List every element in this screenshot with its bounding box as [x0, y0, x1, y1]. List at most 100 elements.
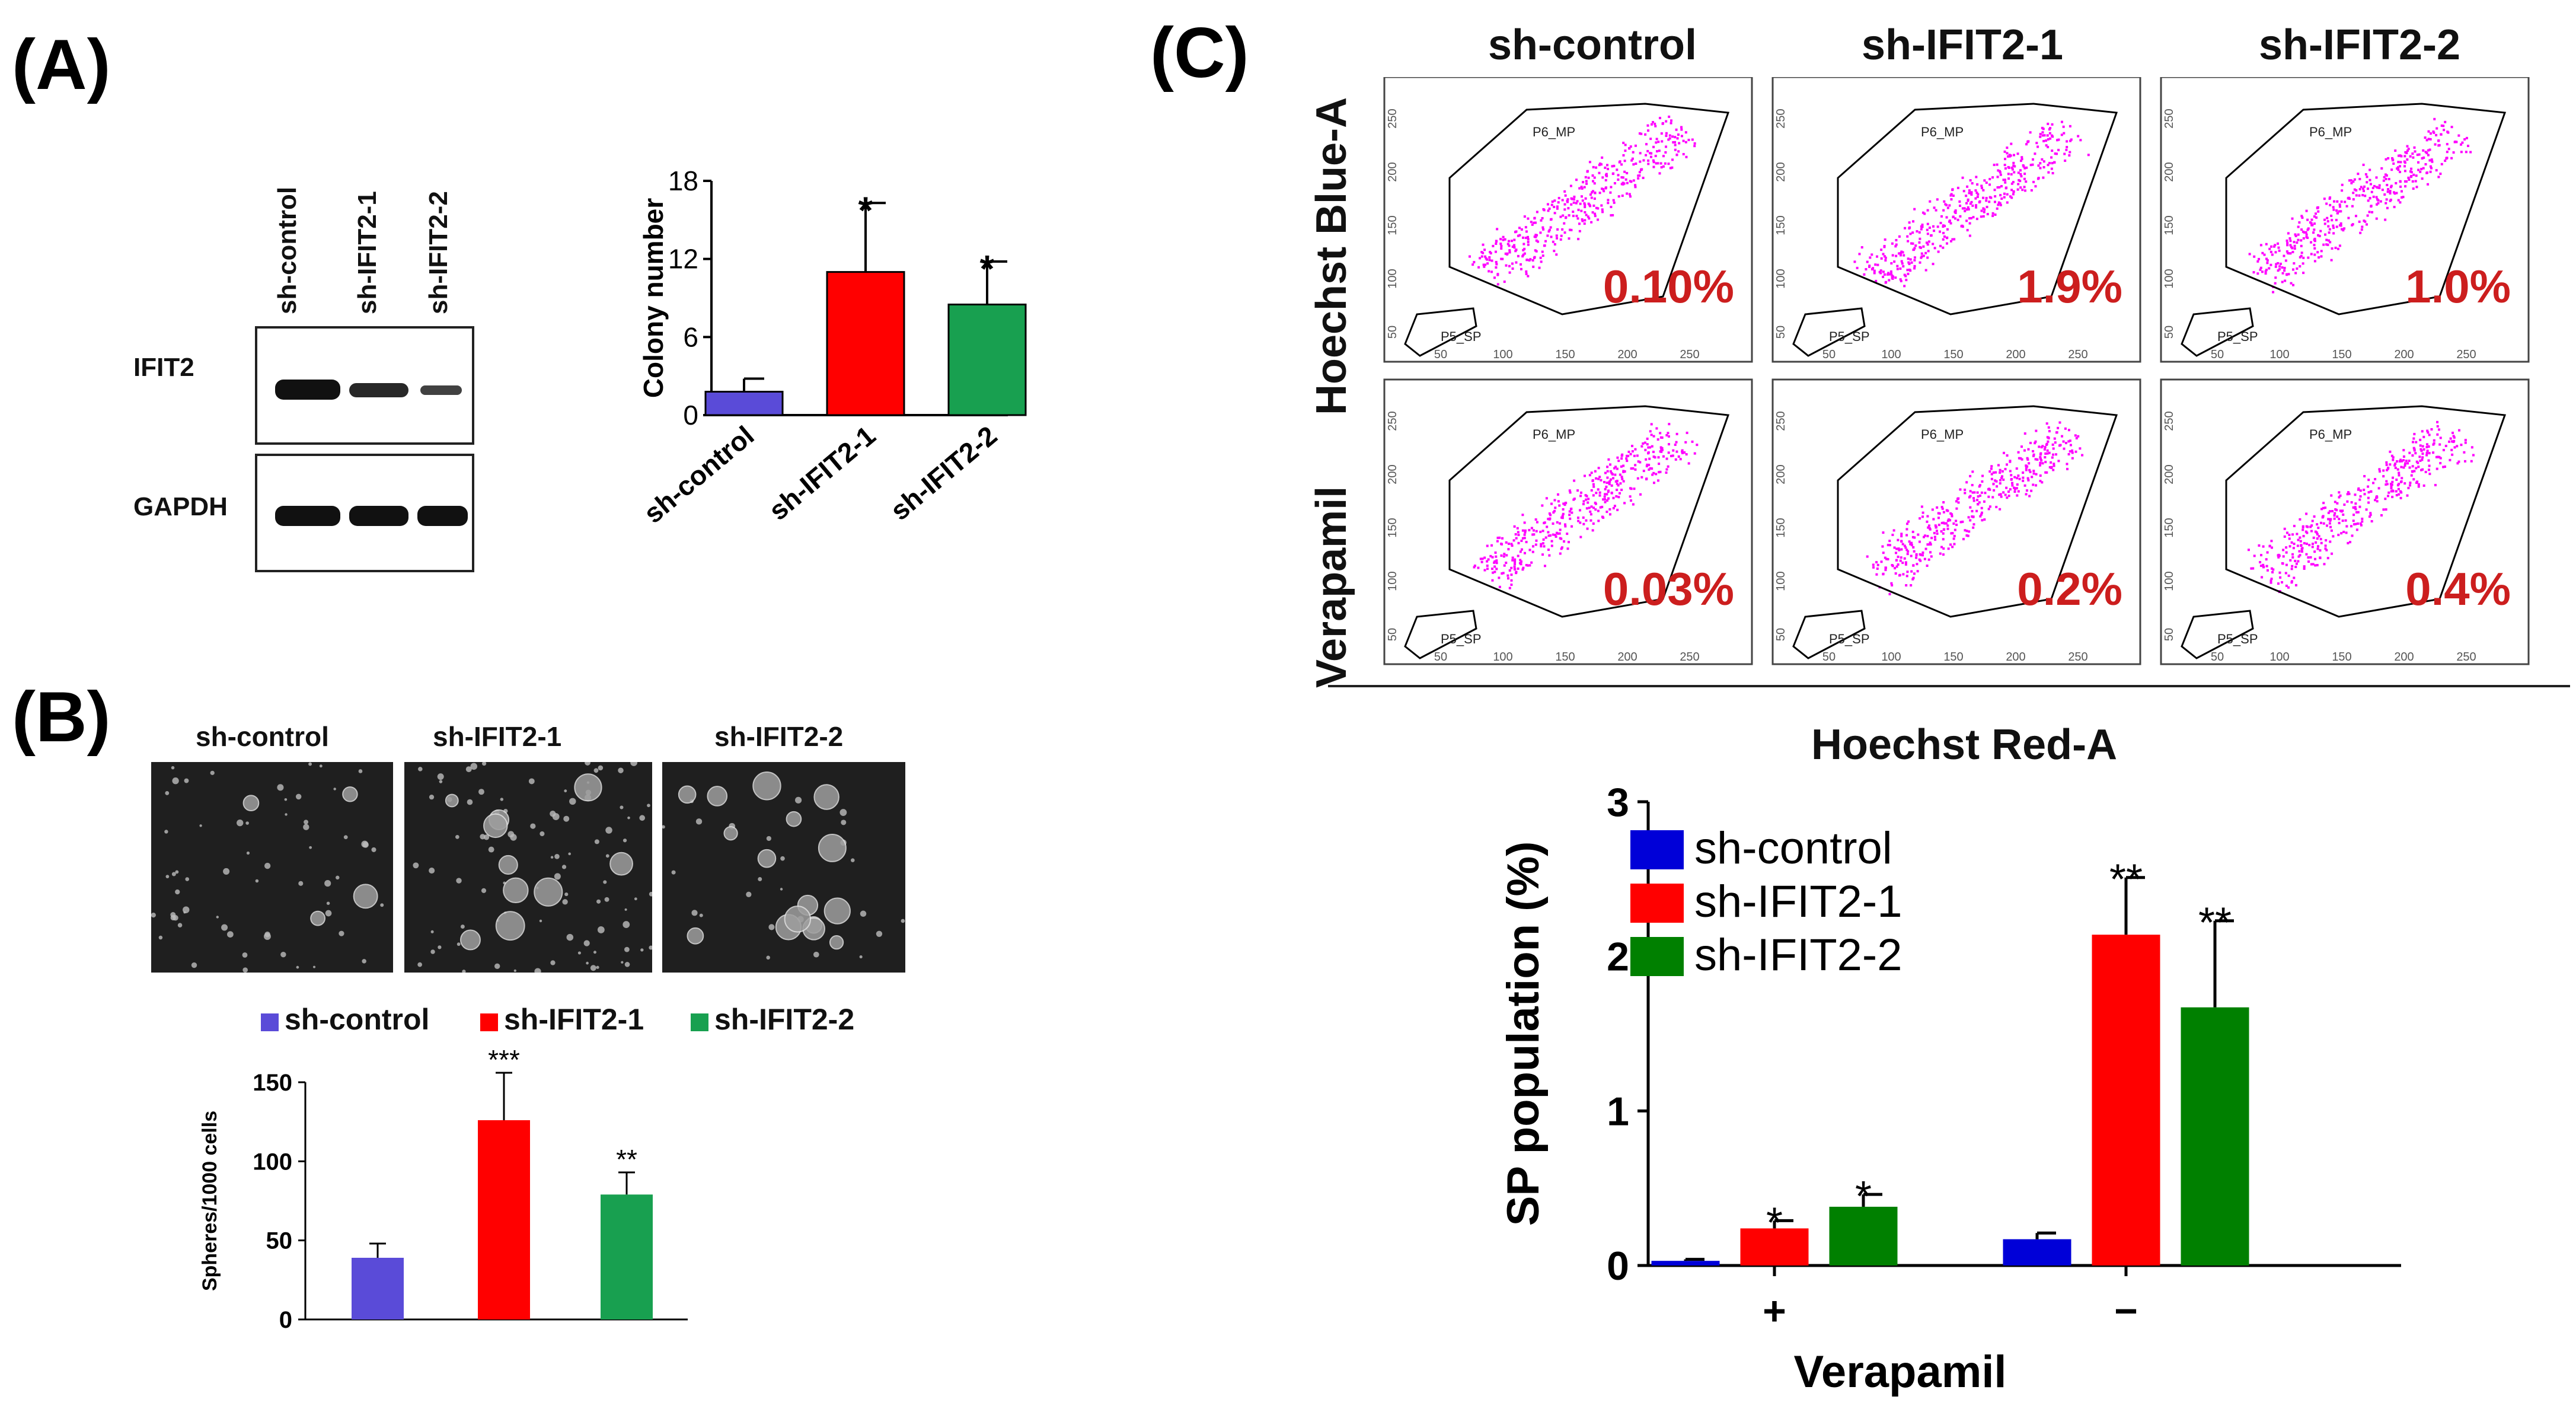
flow-x-tick: 200: [2006, 348, 2025, 361]
cell: [298, 881, 304, 886]
cell: [859, 955, 863, 959]
x-tick-label: −: [2114, 1289, 2138, 1334]
cell: [263, 933, 271, 941]
cell: [554, 853, 560, 859]
flow-y-tick: 50: [1386, 628, 1399, 641]
bar: [1740, 1228, 1809, 1265]
flow-y-tick: 150: [1386, 518, 1399, 537]
sp-percent-label: 0.4%: [2405, 563, 2511, 615]
sphere: [495, 911, 525, 941]
flow-y-tick: 200: [1774, 464, 1787, 484]
flow-divider: [1328, 685, 2570, 687]
cell: [280, 951, 286, 958]
significance-mark: **: [616, 1144, 637, 1175]
flow-y-tick: 150: [1774, 518, 1787, 537]
sp-percent-label: 0.10%: [1603, 260, 1734, 313]
cell: [586, 961, 589, 965]
sp-percent-label: 0.03%: [1603, 563, 1734, 615]
cell: [624, 908, 627, 911]
cell: [593, 951, 596, 954]
gate-label: P6_MP: [1921, 125, 1964, 139]
y-tick-label: 12: [668, 244, 698, 275]
cell: [624, 946, 630, 952]
blot-band: [349, 383, 408, 397]
flow-event-cloud: [2248, 117, 2472, 294]
cell: [841, 820, 847, 825]
panel-label-a: (A): [12, 25, 111, 104]
cell: [596, 965, 599, 969]
cell: [623, 839, 627, 843]
cell: [151, 913, 156, 918]
flow-x-tick: 100: [1881, 651, 1901, 664]
sphere-image-title: sh-IFIT2-2: [714, 721, 844, 752]
legend-label: sh-IFIT2-2: [714, 1003, 855, 1036]
legend-item: sh-IFIT2-1: [480, 1002, 644, 1037]
cell: [585, 762, 590, 766]
sphere: [242, 795, 260, 812]
flow-plot-frame: [1383, 378, 1753, 665]
sphere-image-title: sh-IFIT2-1: [433, 721, 562, 752]
cell: [362, 959, 366, 964]
cell: [500, 798, 504, 801]
gate-label: P5_SP: [2217, 329, 2258, 344]
cell: [850, 858, 855, 862]
gate-label: P5_SP: [1829, 329, 1870, 344]
x-tick-label: sh-IFIT2-1: [763, 420, 882, 526]
cell: [184, 778, 189, 783]
significance-mark: **: [2109, 856, 2143, 904]
gate-p5: [1404, 307, 1477, 357]
cell: [564, 789, 567, 793]
cell: [303, 824, 309, 830]
cell: [413, 862, 419, 869]
blot-band: [417, 506, 468, 526]
flow-y-tick: 100: [1386, 571, 1399, 591]
sphere: [498, 855, 518, 875]
cell: [430, 930, 434, 933]
cell: [216, 916, 219, 919]
bar: [704, 391, 784, 416]
cell: [358, 769, 363, 773]
cell: [175, 889, 180, 895]
flow-x-tick: 150: [1555, 348, 1575, 361]
cell: [662, 825, 665, 829]
gate-label: P5_SP: [1441, 632, 1482, 646]
flow-y-tick: 250: [2163, 109, 2176, 128]
flow-y-tick: 250: [2163, 411, 2176, 431]
legend-label: sh-control: [1694, 823, 1892, 874]
sphere: [503, 877, 529, 904]
cell: [325, 910, 332, 917]
flow-y-tick: 50: [2163, 326, 2176, 339]
cell: [437, 773, 444, 780]
legend-swatch: [1630, 937, 1684, 976]
y-tick-label: 18: [668, 165, 698, 196]
sphere: [353, 884, 378, 909]
cell: [594, 839, 599, 844]
bar: [478, 1120, 530, 1319]
flow-x-tick: 250: [1680, 348, 1699, 361]
flow-y-tick: 150: [2163, 518, 2176, 537]
legend-label: sh-IFIT2-1: [504, 1003, 644, 1036]
cell: [460, 925, 465, 929]
cell: [380, 903, 384, 907]
blot-lane-label: sh-IFIT2-2: [424, 191, 453, 314]
flow-x-tick: 200: [2006, 651, 2025, 664]
cell: [336, 875, 340, 880]
cell: [649, 891, 652, 897]
sphere-image-sh-ifit2-2: [662, 762, 905, 973]
cell: [417, 962, 423, 967]
cell: [264, 862, 271, 869]
cell: [465, 766, 472, 773]
flow-y-tick: 50: [2163, 628, 2176, 641]
flow-y-tick: 100: [1774, 269, 1787, 288]
flow-event-cloud: [2247, 420, 2475, 594]
cell: [164, 830, 168, 834]
flow-y-tick: 150: [1774, 215, 1787, 235]
cell: [470, 763, 478, 770]
flow-x-tick: 100: [1493, 651, 1512, 664]
y-tick-label: 1: [1607, 1089, 1629, 1134]
cell: [568, 852, 572, 856]
cell: [226, 931, 234, 938]
cell: [605, 854, 609, 858]
flow-x-tick: 100: [2269, 651, 2289, 664]
